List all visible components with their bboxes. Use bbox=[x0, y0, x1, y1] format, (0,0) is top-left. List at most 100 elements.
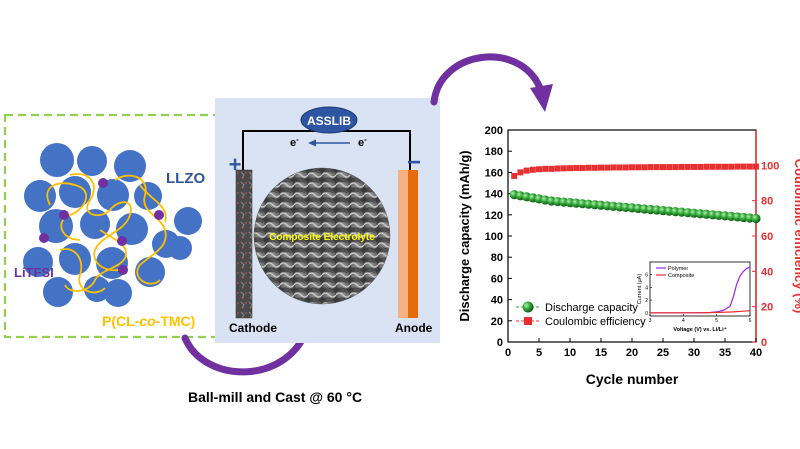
cathode-label: Cathode bbox=[229, 321, 277, 335]
asslib-badge bbox=[300, 106, 358, 134]
composite-schematic-panel: LLZO LiTFSI P(CL-co-TMC) bbox=[3, 113, 237, 339]
anode-inner-layer bbox=[408, 170, 418, 318]
polymer-label-suffix: -TMC) bbox=[156, 313, 196, 329]
results-arrow bbox=[430, 53, 553, 112]
y-tick-label: 60 bbox=[491, 273, 503, 285]
efficiency-point bbox=[722, 163, 728, 170]
litfsi-label: LiTFSI bbox=[14, 265, 54, 280]
coulombic-efficiency-series bbox=[511, 163, 759, 179]
y-tick-label: 80 bbox=[491, 252, 503, 264]
polymer-label: P(CL-co-TMC) bbox=[102, 313, 195, 329]
y2-tick-label: 100 bbox=[761, 160, 779, 172]
inset-y-tick-label: 0 bbox=[645, 311, 648, 317]
efficiency-point bbox=[740, 163, 747, 170]
efficiency-point bbox=[610, 164, 617, 171]
efficiency-point bbox=[542, 165, 549, 172]
anode-label: Anode bbox=[395, 321, 433, 335]
asslib-title: ASSLIB bbox=[307, 114, 351, 128]
composite-electrolyte-image bbox=[253, 167, 391, 305]
x-tick-label: 5 bbox=[536, 347, 542, 359]
efficiency-point bbox=[734, 163, 741, 170]
efficiency-point bbox=[560, 165, 567, 172]
efficiency-point bbox=[697, 163, 704, 170]
x-tick-label: 15 bbox=[595, 347, 607, 359]
efficiency-point bbox=[622, 164, 629, 171]
y-tick-label: 200 bbox=[485, 125, 503, 137]
llzo-particles bbox=[23, 143, 202, 307]
x-tick-label: 20 bbox=[626, 347, 638, 359]
llzo-label: LLZO bbox=[166, 170, 205, 187]
cell-schematic-panel: ASSLIB e- e- + − Composite Electrolyte C… bbox=[215, 98, 440, 343]
x-tick-label: 0 bbox=[505, 347, 511, 359]
y2-axis-label: Coulombic efficiency (%) bbox=[792, 159, 800, 314]
y-tick-label: 180 bbox=[485, 146, 503, 158]
efficiency-point bbox=[554, 165, 561, 172]
cathode-layer bbox=[235, 169, 253, 319]
inset-y-tick-label: 4 bbox=[645, 285, 648, 291]
y-tick-label: 160 bbox=[485, 167, 503, 179]
lsv-inset-chart: 3 4 5 6 0 2 4 6 Polymer Composite Voltage (V) v… bbox=[637, 261, 752, 333]
y2-tick-label: 0 bbox=[761, 337, 767, 349]
inset-y-tick-label: 2 bbox=[645, 298, 648, 304]
efficiency-point bbox=[567, 165, 573, 172]
efficiency-point bbox=[653, 164, 660, 171]
y2-tick-label: 40 bbox=[761, 266, 773, 278]
y-axis-label: Discharge capacity (mAh/g) bbox=[457, 150, 472, 321]
inset-frame bbox=[649, 261, 751, 317]
inset-legend-composite: Composite bbox=[668, 273, 694, 279]
efficiency-point bbox=[647, 164, 654, 171]
efficiency-point bbox=[660, 164, 666, 171]
y-tick-label: 40 bbox=[491, 295, 503, 307]
legend-efficiency-label: Coulombic efficiency bbox=[545, 316, 646, 328]
efficiency-point bbox=[604, 164, 611, 171]
electrolyte-label: Composite Electrolyte bbox=[269, 232, 375, 243]
inset-x-tick-label: 3 bbox=[649, 318, 652, 324]
legend-efficiency-marker bbox=[524, 317, 532, 325]
electron-flow-arrow bbox=[308, 139, 350, 147]
x-axis-ticks: 0 5 10 15 20 25 30 35 40 bbox=[505, 338, 762, 359]
y-tick-label: 140 bbox=[485, 189, 503, 201]
y2-tick-label: 20 bbox=[761, 302, 773, 314]
y-tick-label: 0 bbox=[497, 337, 503, 349]
efficiency-point bbox=[641, 164, 648, 171]
electron-label-left: e- bbox=[290, 135, 299, 149]
x-tick-label: 40 bbox=[750, 347, 762, 359]
litfsi-particles bbox=[39, 178, 164, 275]
y-tick-label: 100 bbox=[485, 231, 503, 243]
capacity-point bbox=[751, 213, 761, 224]
chart-legend: Discharge capacity Coulombic efficiency bbox=[516, 301, 646, 328]
composite-curve bbox=[650, 310, 751, 314]
x-axis-label: Cycle number bbox=[586, 371, 679, 387]
efficiency-point bbox=[709, 163, 716, 170]
y-tick-label: 120 bbox=[485, 210, 503, 222]
y2-tick-label: 60 bbox=[761, 231, 773, 243]
efficiency-point bbox=[598, 164, 604, 171]
discharge-capacity-series bbox=[509, 190, 761, 224]
inset-y-label: Current (μA) bbox=[637, 274, 643, 305]
inset-y-tick-label: 6 bbox=[645, 273, 648, 279]
efficiency-point bbox=[684, 163, 691, 170]
efficiency-point bbox=[753, 163, 759, 170]
efficiency-point bbox=[536, 166, 542, 173]
inset-x-label: Voltage (V) vs. Li/Li⁺ bbox=[673, 326, 726, 333]
y2-tick-label: 80 bbox=[761, 196, 773, 208]
inset-axis-ticks: 3 4 5 6 0 2 4 6 bbox=[645, 273, 751, 324]
x-tick-label: 35 bbox=[719, 347, 731, 359]
legend-capacity-label: Discharge capacity bbox=[545, 302, 638, 314]
efficiency-point bbox=[579, 164, 586, 171]
polymer-label-prefix: P(CL- bbox=[102, 313, 140, 329]
efficiency-point bbox=[666, 164, 673, 171]
efficiency-point bbox=[616, 164, 623, 171]
inset-legend-polymer: Polymer bbox=[668, 266, 688, 272]
right-axis-ticks: 0 20 40 60 80 100 bbox=[752, 160, 779, 349]
efficiency-point bbox=[635, 164, 642, 171]
efficiency-point bbox=[511, 172, 518, 179]
efficiency-point bbox=[548, 165, 555, 172]
legend-capacity-marker bbox=[522, 301, 534, 313]
efficiency-point bbox=[703, 163, 710, 170]
x-tick-label: 30 bbox=[688, 347, 700, 359]
efficiency-point bbox=[517, 169, 524, 176]
efficiency-point bbox=[672, 164, 679, 171]
